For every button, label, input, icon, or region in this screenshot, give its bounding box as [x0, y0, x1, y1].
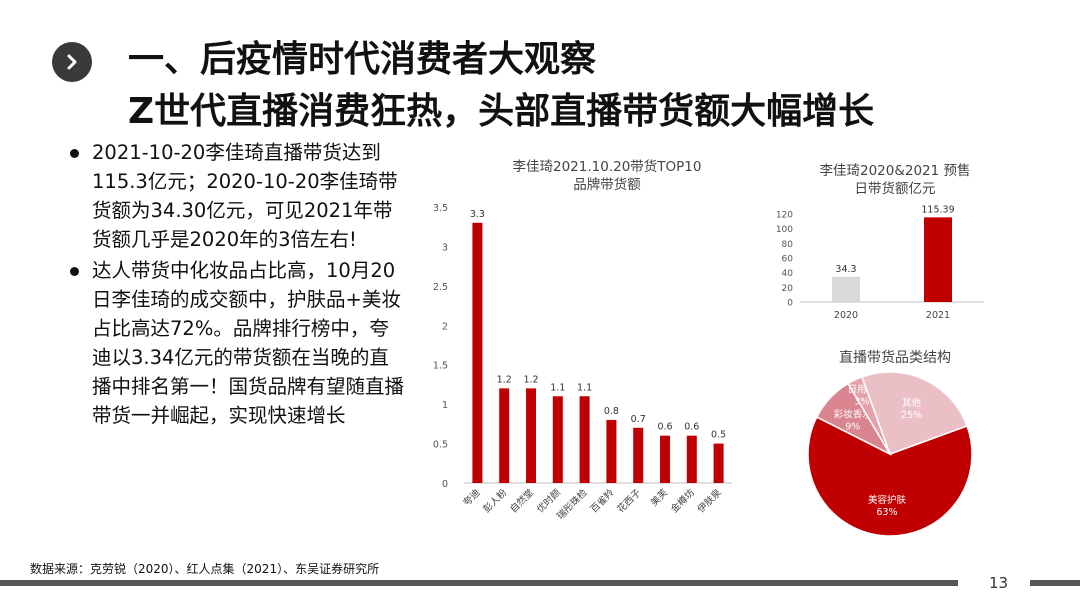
pie-chart-title: 直播带货品类结构	[839, 350, 951, 366]
slice-value: 9%	[845, 421, 860, 432]
bar	[686, 435, 697, 483]
bar	[924, 217, 952, 302]
slice-label: 美容护肤	[868, 494, 907, 506]
x-tick-label: 2020	[834, 310, 858, 321]
bar	[526, 388, 536, 483]
yearly-chart-title-line: 李佳琦2020&2021 预售	[819, 163, 971, 179]
chevron-glyph	[67, 54, 77, 70]
data-label: 0.8	[604, 406, 619, 417]
x-tick-label: 夸迪	[461, 486, 483, 508]
x-tick-label: 花西子	[615, 486, 644, 515]
yearly-bar-chart: 0 20 40 60 80 100 120 34.3 2020 115.39 2021	[776, 204, 984, 321]
footer-divider	[0, 580, 958, 586]
data-label: 34.3	[835, 264, 856, 275]
footer-divider-right	[1030, 580, 1080, 586]
bullet-text: 达人带货中化妆品占比高，10月20日李佳琦的成交额中，护肤品+美妆占比高达72%…	[92, 259, 405, 427]
bullet-dot	[70, 149, 79, 158]
y-tick-label: 0.5	[433, 440, 448, 451]
bar	[660, 435, 670, 483]
top10-brand-bar-chart: 00.511.522.533.53.3夸迪1.2彭人粉1.2自然堂1.1优时颜1…	[433, 203, 732, 522]
data-label: 1.2	[523, 374, 538, 385]
page-number: 13	[989, 574, 1009, 592]
y-tick-label: 20	[782, 284, 794, 294]
top10-chart-title-line: 品牌带货额	[573, 177, 641, 193]
x-tick-label: 瑞彤珠检	[554, 486, 590, 522]
data-label: 3.3	[470, 209, 485, 220]
slice-label: 彩妆香水	[834, 408, 873, 420]
y-tick-label: 0	[787, 299, 793, 309]
y-tick-label: 2.5	[433, 282, 448, 293]
y-tick-label: 120	[776, 211, 793, 221]
x-tick-label: 伊肤泉	[695, 486, 724, 515]
y-tick-label: 0	[442, 479, 448, 490]
x-tick-label: 2021	[926, 310, 950, 321]
top10-chart-title: 李佳琦2021.10.20带货TOP10 品牌带货额	[472, 158, 742, 194]
slice-value: 3%	[854, 397, 869, 408]
data-label: 0.6	[684, 422, 699, 433]
data-label: 0.6	[657, 422, 672, 433]
y-tick-label: 40	[782, 269, 794, 279]
chevron-right-icon[interactable]	[52, 42, 92, 82]
bar	[832, 276, 860, 302]
slice-label: 日用品	[848, 385, 877, 396]
pie-slice	[807, 416, 973, 537]
bar	[713, 443, 724, 483]
slice-label: 其他	[902, 397, 922, 409]
data-label: 1.2	[497, 374, 512, 385]
yearly-chart-title: 李佳琦2020&2021 预售 日带货额亿元	[790, 162, 1000, 198]
y-tick-label: 100	[776, 225, 793, 235]
pie-slice	[860, 371, 969, 455]
x-tick-label: 美芙	[648, 486, 670, 508]
bullet-list: 2021-10-20李佳琦直播带货达到115.3亿元；2020-10-20李佳琦…	[66, 138, 406, 432]
x-tick-label: 金樽坊	[668, 486, 697, 515]
top10-chart-title-line: 李佳琦2021.10.20带货TOP10	[512, 159, 702, 175]
page-title: 一、后疫情时代消费者大观察	[128, 39, 597, 80]
bar	[633, 427, 644, 483]
bar	[472, 222, 483, 483]
y-tick-label: 3	[442, 242, 448, 253]
y-tick-label: 3.5	[433, 203, 448, 214]
y-tick-label: 1	[442, 400, 448, 411]
y-tick-label: 80	[782, 240, 794, 250]
x-tick-label: 百雀羚	[588, 486, 617, 515]
page-subtitle: Z世代直播消费狂热，头部直播带货额大幅增长	[128, 91, 875, 132]
data-label: 0.7	[631, 414, 646, 425]
bullet-text: 2021-10-20李佳琦直播带货达到115.3亿元；2020-10-20李佳琦…	[92, 141, 398, 251]
bullet-item: 达人带货中化妆品占比高，10月20日李佳琦的成交额中，护肤品+美妆占比高达72%…	[66, 256, 406, 430]
data-label: 1.1	[550, 382, 565, 393]
data-label: 115.39	[921, 204, 954, 215]
data-label: 0.5	[711, 430, 726, 441]
slice-value: 63%	[876, 507, 897, 518]
bullet-dot	[70, 267, 79, 276]
yearly-chart-title-line: 日带货额亿元	[854, 181, 936, 197]
slice-value: 25%	[901, 410, 922, 421]
y-tick-label: 60	[782, 255, 794, 265]
x-tick-label: 彭人粉	[481, 486, 510, 515]
data-source-note: 数据来源：克劳锐（2020）、红人点集（2021）、东吴证券研究所	[30, 562, 380, 576]
x-tick-label: 自然堂	[507, 487, 536, 516]
bar	[499, 388, 510, 483]
bar	[579, 396, 590, 483]
data-label: 1.1	[577, 382, 592, 393]
y-tick-label: 1.5	[433, 361, 448, 372]
bar	[552, 396, 563, 483]
y-tick-label: 2	[442, 321, 448, 332]
bullet-item: 2021-10-20李佳琦直播带货达到115.3亿元；2020-10-20李佳琦…	[66, 138, 406, 254]
bar	[606, 419, 617, 483]
